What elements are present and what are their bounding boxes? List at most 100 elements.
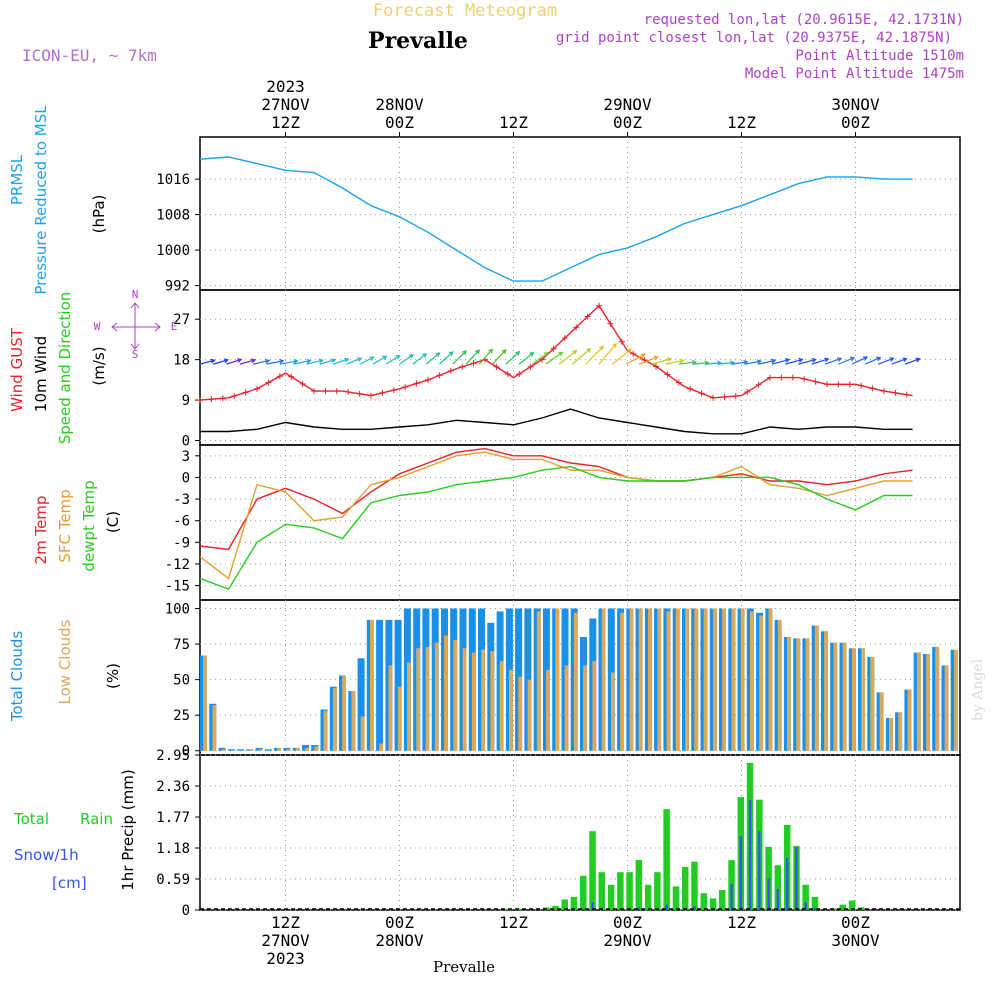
label-2m-temp: 2m Temp [32, 496, 50, 565]
gust-marker [881, 388, 887, 395]
requested-coords: requested lon,lat (20.9615E, 42.1731N) [644, 12, 964, 28]
low-cloud-bar [833, 642, 838, 751]
low-cloud-bar [499, 661, 504, 751]
bottom-time-label: 27NOV [261, 931, 310, 950]
wind-arrow [492, 348, 507, 365]
wind-arrow [226, 358, 243, 365]
gust-marker [254, 385, 260, 392]
low-cloud-bar [370, 619, 374, 751]
series-line [199, 447, 913, 551]
bottom-time-label: 2023 [266, 949, 305, 968]
bottom-time-label: 12Z [727, 913, 756, 932]
gust-marker [413, 380, 420, 387]
label-total-clouds: Total Clouds [8, 631, 26, 723]
y-tick-label: 1016 [156, 172, 190, 188]
snow-bar [786, 857, 789, 910]
y-tick-label: 0 [182, 903, 190, 919]
low-cloud-bar [879, 692, 884, 751]
low-cloud-bar [314, 746, 319, 751]
label-hpa: (hPa) [90, 195, 108, 234]
wind-arrow [452, 350, 467, 365]
y-tick-label: 1.77 [156, 810, 190, 826]
low-cloud-bar [638, 608, 643, 751]
top-time-label: 00Z [613, 113, 642, 132]
gust-marker [550, 345, 557, 352]
wind-arrow [346, 357, 363, 365]
low-cloud-bar [712, 608, 717, 751]
rain-bar [672, 886, 680, 910]
y-tick-label: 25 [173, 708, 190, 724]
low-cloud-bar [861, 648, 865, 751]
location-title: Prevalle [368, 28, 468, 54]
low-cloud-bar [851, 648, 856, 751]
top-time-label: 29NOV [603, 95, 652, 114]
compass-arrows-icon [111, 302, 161, 350]
gust-marker [356, 390, 363, 397]
snow-bar [776, 889, 779, 910]
rain-bar [580, 875, 587, 910]
rain-bar [654, 872, 661, 910]
wind-compass: N S W E [94, 288, 178, 361]
low-cloud-bar [842, 642, 847, 751]
gust-marker [333, 388, 340, 395]
y-tick-label: 1008 [156, 208, 190, 224]
snow-bar [804, 902, 807, 910]
rain-bar [570, 896, 578, 910]
label-pressure-msl: Pressure Reduced to MSL [32, 105, 50, 295]
gust-marker [664, 371, 671, 378]
bottom-time-label: 12Z [499, 913, 528, 932]
bottom-time-label: 28NOV [375, 931, 424, 950]
low-cloud-bar [944, 665, 949, 751]
low-cloud-bar [360, 716, 365, 751]
top-time-label: 00Z [841, 113, 870, 132]
total-cloud-bar [237, 749, 245, 751]
low-cloud-bar [629, 608, 634, 751]
y-tick-label: 3 [182, 449, 190, 465]
wind-arrow [824, 357, 843, 365]
low-cloud-bar [351, 691, 356, 751]
gust-marker [470, 360, 477, 367]
rain-bar [774, 865, 782, 910]
low-cloud-bar [583, 665, 587, 751]
gust-marker [596, 302, 602, 309]
gust-marker [732, 393, 739, 400]
gust-marker [573, 324, 580, 331]
total-cloud-bar [357, 658, 365, 751]
rain-bar [617, 872, 624, 910]
gust-marker [710, 394, 716, 401]
low-cloud-bar [518, 676, 523, 751]
gust-marker [219, 395, 226, 402]
label-snow-cm: [cm] [52, 874, 87, 892]
low-cloud-bar [490, 651, 495, 751]
wind-arrow [425, 352, 441, 365]
wind-arrow [598, 342, 617, 365]
gust-marker [607, 320, 614, 327]
rain-bar [552, 905, 559, 910]
pressure-panel: 992 1000 1008 1016 [156, 136, 961, 295]
top-time-label: 30NOV [831, 95, 880, 114]
total-cloud-bar [376, 619, 384, 751]
gust-marker [721, 393, 728, 400]
rain-bar [607, 884, 615, 910]
wind-arrow [758, 358, 777, 365]
gust-marker [846, 381, 853, 388]
low-cloud-bar [546, 669, 550, 751]
low-cloud-bar [907, 689, 912, 751]
gust-marker [231, 393, 238, 400]
gust-marker [653, 363, 659, 370]
rain-bar [709, 898, 717, 910]
low-cloud-bar [805, 638, 810, 751]
low-cloud-bar [286, 749, 291, 751]
top-time-label: 12Z [727, 113, 756, 132]
low-cloud-bar [323, 710, 328, 751]
gust-marker [516, 371, 523, 378]
bottom-time-label: 30NOV [831, 931, 880, 950]
gust-marker [789, 374, 796, 381]
rain-bar [811, 896, 819, 910]
wind-arrow [611, 348, 633, 365]
low-cloud-bar [620, 612, 624, 751]
gust-marker [288, 373, 295, 380]
gust-marker [299, 380, 306, 387]
panel-frame [199, 444, 961, 601]
